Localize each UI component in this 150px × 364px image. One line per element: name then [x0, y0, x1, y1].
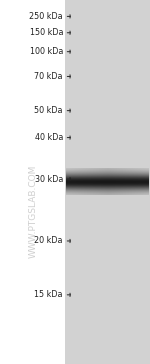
Text: 50 kDa: 50 kDa — [34, 106, 63, 115]
Text: 100 kDa: 100 kDa — [30, 47, 63, 56]
Text: 250 kDa: 250 kDa — [29, 12, 63, 21]
Bar — [65, 0, 150, 364]
Text: WWW.PTGSLAB.COM: WWW.PTGSLAB.COM — [28, 165, 38, 258]
Text: 20 kDa: 20 kDa — [34, 237, 63, 245]
Text: 70 kDa: 70 kDa — [34, 72, 63, 81]
Text: 40 kDa: 40 kDa — [35, 133, 63, 142]
Text: 15 kDa: 15 kDa — [34, 290, 63, 299]
Text: 30 kDa: 30 kDa — [35, 175, 63, 183]
Text: 150 kDa: 150 kDa — [30, 28, 63, 37]
